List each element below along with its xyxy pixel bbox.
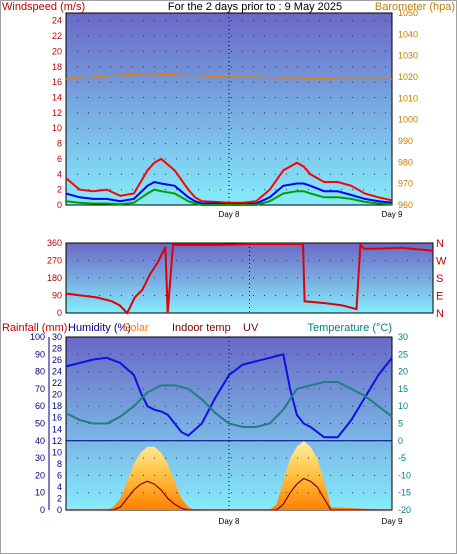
rain-tick-label: 2 (57, 493, 62, 503)
rain-tick-label: 26 (52, 355, 62, 365)
temperature-tick-label: -15 (398, 488, 411, 498)
rain-tick-label: 22 (52, 378, 62, 388)
humidity-tick-label: 50 (35, 419, 45, 429)
compass-label: N (436, 238, 444, 250)
humidity-tick-label: 80 (35, 367, 45, 377)
temperature-tick-label: 25 (398, 349, 408, 359)
temperature-tick-label: 15 (398, 384, 408, 394)
y-tick-label: 0 (57, 200, 62, 210)
temperature-tick-label: 5 (398, 419, 403, 429)
indoor-temp-legend-label: Indoor temp (172, 322, 231, 334)
temperature-tick-label: -20 (398, 505, 411, 515)
series-humidity (65, 353, 393, 439)
rain-tick-label: 0 (57, 505, 62, 515)
rain-tick-label: 30 (52, 332, 62, 342)
humidity-axis-label: Humidity (%) (68, 322, 131, 334)
x-tick-label: Day 9 (382, 517, 403, 526)
temperature-tick-label: 10 (398, 401, 408, 411)
direction-tick-label: 90 (52, 291, 62, 301)
y-tick-label: 10 (52, 123, 62, 133)
y-tick-label: 6 (57, 154, 62, 164)
humidity-tick-label: 30 (35, 453, 45, 463)
uv-legend-label: UV (243, 322, 259, 334)
x-tick-label: Day 8 (219, 517, 240, 526)
y2-tick-label: 980 (398, 157, 413, 167)
y-tick-label: 20 (52, 46, 62, 56)
y-tick-label: 16 (52, 77, 62, 87)
rain-tick-label: 20 (52, 390, 62, 400)
humidity-tick-label: 0 (40, 505, 45, 515)
y-tick-label: 4 (57, 169, 62, 179)
y2-tick-label: 1040 (398, 29, 418, 39)
direction-tick-label: 360 (47, 238, 62, 248)
rain-tick-label: 28 (52, 344, 62, 354)
y2-tick-label: 1000 (398, 115, 418, 125)
direction-tick-label: 0 (57, 308, 62, 318)
temperature-tick-label: 20 (398, 367, 408, 377)
rain-tick-label: 4 (57, 482, 62, 492)
rain-tick-label: 8 (57, 459, 62, 469)
series-barometer (65, 73, 392, 80)
rain-tick-label: 24 (52, 367, 62, 377)
y-tick-label: 2 (57, 185, 62, 195)
temperature-tick-label: 30 (398, 332, 408, 342)
windspeed-axis-label: Windspeed (m/s) (2, 1, 85, 13)
temperature-tick-label: -5 (398, 453, 406, 463)
rain-tick-label: 16 (52, 413, 62, 423)
y2-tick-label: 1020 (398, 72, 418, 82)
humidity-tick-label: 20 (35, 470, 45, 480)
y2-tick-label: 960 (398, 200, 413, 210)
compass-label: E (436, 291, 443, 303)
y2-tick-label: 1050 (398, 8, 418, 18)
humidity-tick-label: 40 (35, 436, 45, 446)
temperature-tick-label: 0 (398, 436, 403, 446)
y-tick-label: 22 (52, 31, 62, 41)
series-low (65, 188, 393, 206)
x-tick-label: Day 9 (382, 210, 403, 219)
y2-tick-label: 990 (398, 136, 413, 146)
series-temperature (65, 381, 393, 428)
direction-tick-label: 270 (47, 256, 62, 266)
rain-tick-label: 10 (52, 447, 62, 457)
series-solar (66, 441, 392, 510)
solar-legend-label: Solar (123, 322, 149, 334)
humidity-tick-label: 100 (30, 332, 45, 342)
chart-title: For the 2 days prior to : 9 May 2025 (168, 1, 342, 13)
y2-tick-label: 1030 (398, 51, 418, 61)
compass-label: S (436, 273, 443, 285)
series-uv (66, 477, 392, 511)
series-direction (65, 242, 434, 315)
direction-tick-label: 180 (47, 273, 62, 283)
y-tick-label: 24 (52, 16, 62, 26)
humidity-tick-label: 70 (35, 384, 45, 394)
compass-label: N (436, 308, 444, 320)
y-tick-label: 14 (52, 92, 62, 102)
rainfall-axis-label: Rainfall (mm) (2, 322, 67, 334)
temperature-tick-label: -10 (398, 470, 411, 480)
humidity-tick-label: 10 (35, 488, 45, 498)
rain-tick-label: 14 (52, 424, 62, 434)
y2-tick-label: 970 (398, 179, 413, 189)
y-tick-label: 8 (57, 139, 62, 149)
x-tick-label: Day 8 (219, 210, 240, 219)
compass-label: W (436, 256, 447, 268)
y-tick-label: 18 (52, 62, 62, 72)
series-gust (65, 157, 393, 204)
direction-plot-area (65, 242, 434, 314)
series-average (65, 180, 393, 206)
y-tick-label: 12 (52, 108, 62, 118)
rain-tick-label: 6 (57, 470, 62, 480)
y2-tick-label: 1010 (398, 93, 418, 103)
humidity-tick-label: 60 (35, 401, 45, 411)
humidity-tick-label: 90 (35, 349, 45, 359)
rain-tick-label: 18 (52, 401, 62, 411)
barometer-axis-label: Barometer (hpa) (375, 1, 455, 13)
rain-tick-label: 12 (52, 436, 62, 446)
temperature-axis-label: Temperature (°C) (308, 322, 392, 334)
